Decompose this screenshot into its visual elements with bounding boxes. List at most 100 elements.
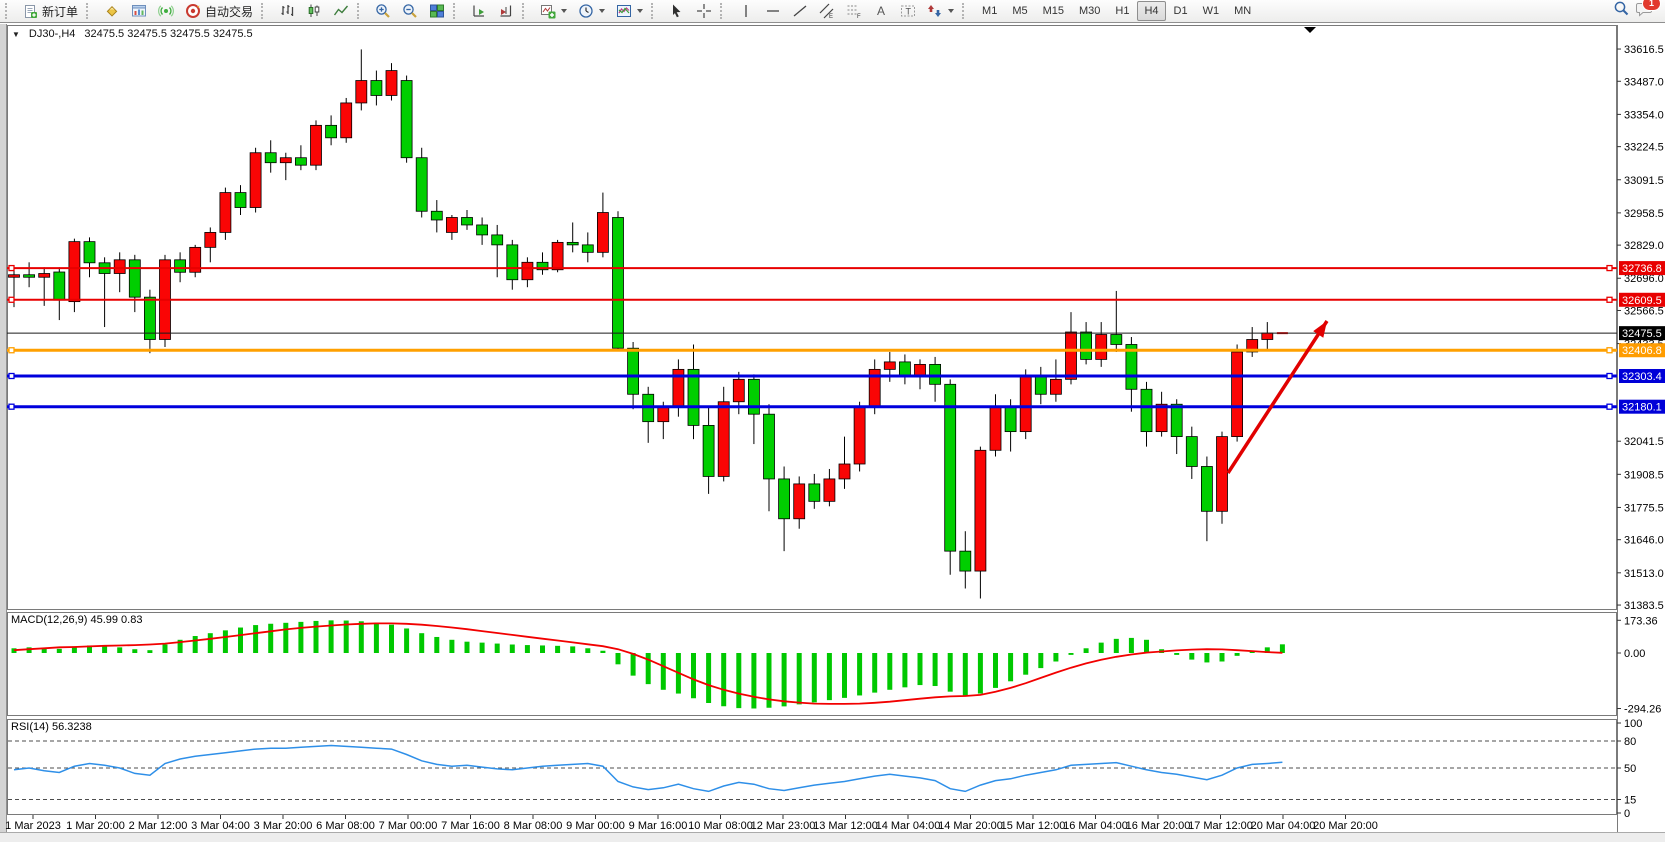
rsi-line — [13, 744, 1283, 793]
auto-trading-button[interactable]: 自动交易 — [180, 0, 258, 22]
svg-text:20 Mar 20:00: 20 Mar 20:00 — [1313, 820, 1378, 832]
vertical-line-tool-button[interactable] — [733, 0, 759, 22]
chart-shift-button[interactable] — [493, 0, 519, 22]
trendline-tool-button[interactable] — [787, 0, 813, 22]
crosshair-tool-button[interactable] — [691, 0, 717, 22]
main-toolbar: 新订单 自动交易 — [0, 0, 1665, 23]
svg-text:17 Mar 12:00: 17 Mar 12:00 — [1188, 820, 1253, 832]
toolbar-grip[interactable] — [720, 3, 728, 19]
price-label-chip — [1619, 326, 1665, 341]
toolbar-grip[interactable] — [357, 3, 365, 19]
new-order-button[interactable]: 新订单 — [18, 0, 83, 22]
toolbar-grip[interactable] — [86, 3, 94, 19]
svg-text:6 Mar 08:00: 6 Mar 08:00 — [316, 820, 375, 832]
cursor-tool-button[interactable] — [664, 0, 690, 22]
clock-icon — [578, 3, 594, 19]
text-label-icon: T — [900, 3, 916, 19]
period-button[interactable] — [573, 0, 610, 22]
svg-text:31513.0: 31513.0 — [1624, 568, 1664, 580]
bar-chart-mode-button[interactable] — [274, 0, 300, 22]
search-icon[interactable] — [1613, 0, 1630, 22]
line-handle[interactable] — [8, 403, 15, 410]
rsi-label: RSI(14) 56.3238 — [11, 721, 92, 733]
zoom-in-icon — [375, 3, 391, 19]
timeframe-button-d1[interactable]: D1 — [1173, 5, 1188, 17]
svg-text:0.00: 0.00 — [1624, 648, 1645, 660]
line-handle[interactable] — [8, 347, 15, 354]
rsi-panel[interactable] — [7, 719, 1617, 815]
zoom-in-button[interactable] — [370, 0, 396, 22]
auto-scroll-button[interactable] — [466, 0, 492, 22]
line-handle[interactable] — [1606, 403, 1613, 410]
zoom-out-icon — [402, 3, 418, 19]
macd-signal-line — [13, 622, 1283, 705]
svg-text:3 Mar 04:00: 3 Mar 04:00 — [191, 820, 250, 832]
price-label-chip — [1619, 399, 1665, 414]
svg-text:32180.1: 32180.1 — [1622, 402, 1662, 414]
chart-shift-icon — [498, 3, 514, 19]
dropdown-arrow-icon — [948, 9, 955, 13]
toolbar-grip[interactable] — [962, 3, 970, 19]
auto-scroll-icon — [471, 3, 487, 19]
tile-windows-button[interactable] — [424, 0, 450, 22]
timeframe-button-m1[interactable]: M1 — [982, 5, 998, 17]
line-handle[interactable] — [8, 296, 15, 303]
add-indicator-button[interactable] — [535, 0, 572, 22]
svg-text:31383.5: 31383.5 — [1624, 600, 1664, 612]
chart-canvas[interactable]: 33616.5 33487.0 33354.0 33224.5 33091.5 32958… — [0, 24, 1665, 842]
timeframe-button-w1[interactable]: W1 — [1202, 5, 1220, 17]
line-handle[interactable] — [1606, 264, 1613, 272]
toolbar-grip[interactable] — [522, 3, 530, 19]
signal-radar-icon — [158, 3, 174, 19]
timeframe-button-h4[interactable]: H4 — [1137, 1, 1166, 21]
line-handle[interactable] — [1606, 296, 1613, 303]
collapse-triangle-icon[interactable]: ▼ — [12, 29, 20, 39]
timeframe-button-m5[interactable]: M5 — [1012, 5, 1028, 17]
time-axis[interactable]: 1 Mar 2023 1 Mar 20:00 2 Mar 12:00 3 Mar 04… — [5, 815, 1378, 832]
channel-tool-button[interactable]: E — [814, 0, 840, 22]
svg-text:100: 100 — [1624, 718, 1642, 730]
toolbar-grip[interactable] — [453, 3, 461, 19]
svg-text:32736.8: 32736.8 — [1622, 263, 1662, 275]
arrows-tool-button[interactable] — [922, 0, 959, 22]
toolbar-grip[interactable] — [5, 3, 13, 19]
timeframe-button-m30[interactable]: M30 — [1079, 5, 1101, 17]
toolbar-grip[interactable] — [651, 3, 659, 19]
horizontal-line-tool-button[interactable] — [760, 0, 786, 22]
zoom-out-button[interactable] — [397, 0, 423, 22]
main-plot-area[interactable] — [7, 25, 1617, 610]
chart-window-button[interactable] — [126, 0, 152, 22]
notification-badge: 1 — [1642, 0, 1661, 11]
timeframe-button-m15[interactable]: M15 — [1042, 5, 1064, 17]
svg-text:31646.0: 31646.0 — [1624, 535, 1664, 547]
chat-button[interactable]: 1 — [1636, 0, 1661, 22]
indicators-list-button[interactable] — [99, 0, 125, 22]
svg-text:33224.5: 33224.5 — [1624, 142, 1664, 154]
svg-text:8 Mar 08:00: 8 Mar 08:00 — [504, 820, 563, 832]
line-handle[interactable] — [8, 372, 15, 380]
dropdown-arrow-icon — [561, 9, 568, 13]
line-handle[interactable] — [1606, 372, 1613, 380]
toolbar-right-group: 1 — [1613, 0, 1662, 22]
text-tool-button[interactable]: A — [868, 0, 894, 22]
svg-text:1 Mar 2023: 1 Mar 2023 — [5, 820, 61, 832]
line-handle[interactable] — [1606, 347, 1613, 354]
fibonacci-tool-button[interactable]: F — [841, 0, 867, 22]
rsi-indicator: RSI(14) 56.3238 100 80 50 150 — [8, 718, 1642, 820]
text-label-tool-button[interactable]: T — [895, 0, 921, 22]
trend-arrow-annotation[interactable] — [1226, 320, 1329, 474]
timeframe-button-mn[interactable]: MN — [1234, 5, 1252, 17]
candlestick-mode-button[interactable] — [301, 0, 327, 22]
crosshair-icon — [696, 3, 712, 19]
timeframe-button-h1[interactable]: H1 — [1115, 5, 1130, 17]
svg-text:20 Mar 04:00: 20 Mar 04:00 — [1251, 820, 1316, 832]
line-handle[interactable] — [8, 264, 15, 272]
toolbar-grip[interactable] — [261, 3, 269, 19]
svg-text:0: 0 — [1624, 808, 1630, 820]
auto-trading-icon — [185, 3, 201, 19]
svg-text:32609.5: 32609.5 — [1622, 295, 1662, 307]
chart-template-button[interactable] — [611, 0, 648, 22]
line-chart-mode-button[interactable] — [328, 0, 354, 22]
market-watch-button[interactable] — [153, 0, 179, 22]
svg-text:16 Mar 20:00: 16 Mar 20:00 — [1126, 820, 1191, 832]
